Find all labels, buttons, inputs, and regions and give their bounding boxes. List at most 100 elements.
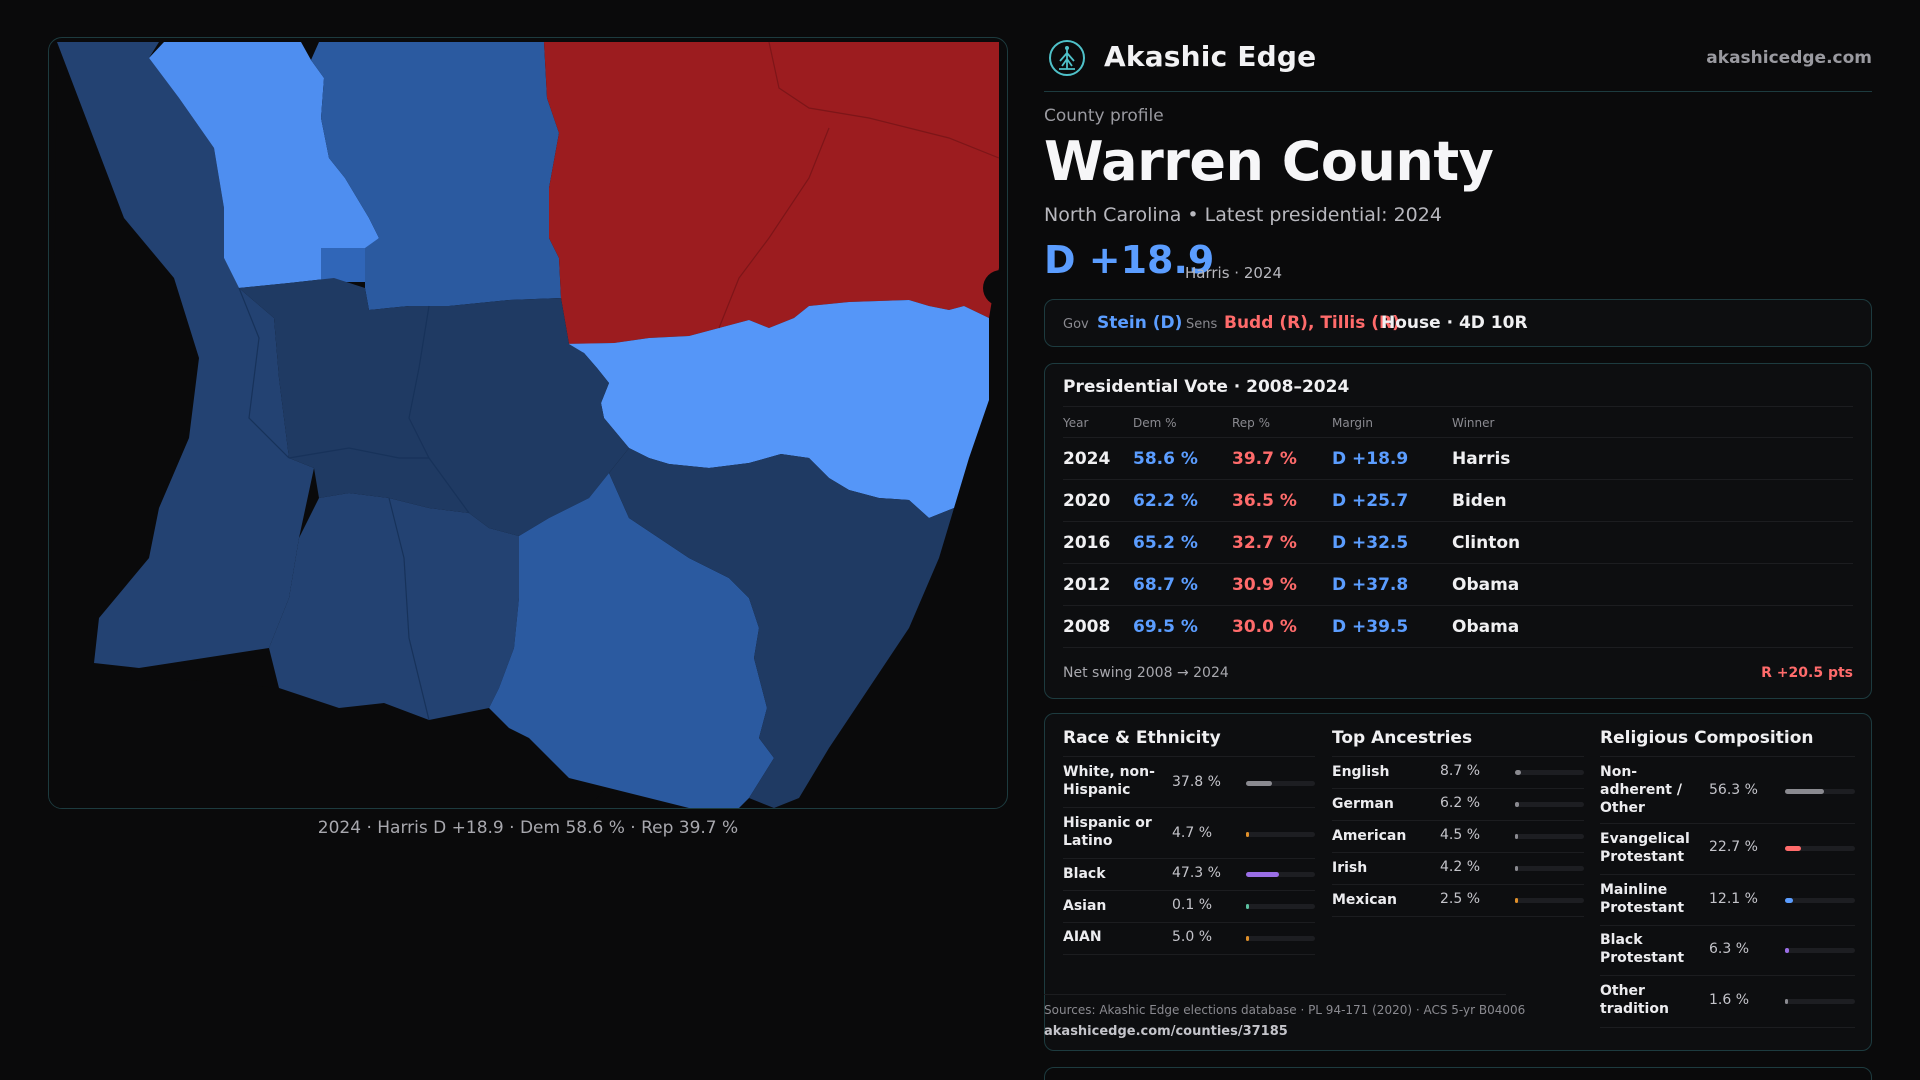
religion-pct: 1.6 % bbox=[1709, 992, 1750, 1008]
precinct-south-east[interactable] bbox=[609, 448, 954, 808]
precinct-boundaries bbox=[238, 287, 470, 721]
race-name: Black bbox=[1063, 866, 1106, 882]
col-rep: Rep % bbox=[1232, 416, 1271, 430]
religion-bar-fill bbox=[1785, 846, 1801, 851]
col-margin: Margin bbox=[1332, 416, 1373, 430]
religion-row: Other tradition 1.6 % bbox=[1600, 976, 1855, 1028]
vote-cell-winner: Obama bbox=[1452, 617, 1520, 637]
race-bar bbox=[1246, 904, 1315, 909]
vote-cell-rep: 30.0 % bbox=[1232, 617, 1297, 637]
presidential-vote-card: Presidential Vote · 2008–2024 Year Dem %… bbox=[1044, 363, 1872, 699]
ancestry-pct: 4.5 % bbox=[1440, 827, 1481, 843]
religion-bar-fill bbox=[1785, 898, 1794, 903]
race-name: Hispanic or Latino bbox=[1063, 815, 1152, 849]
gov-value: Stein (D) bbox=[1097, 313, 1183, 333]
ancestry-row: Mexican 2.5 % bbox=[1332, 885, 1584, 917]
ancestry-bar bbox=[1515, 834, 1584, 839]
ancestry-bar-fill bbox=[1515, 770, 1521, 775]
vote-cell-margin: D +39.5 bbox=[1332, 617, 1409, 637]
col-winner: Winner bbox=[1452, 416, 1495, 430]
rep-boundaries bbox=[718, 41, 1000, 329]
precinct-south[interactable] bbox=[489, 473, 774, 808]
vote-cell-dem: 69.5 % bbox=[1133, 617, 1198, 637]
vote-row: 2008 69.5 % 30.0 % D +39.5 Obama bbox=[1063, 606, 1853, 648]
source-url-link[interactable]: akashicedge.com/counties/37185 bbox=[1044, 1024, 1288, 1039]
col-dem: Dem % bbox=[1133, 416, 1177, 430]
ancestry-name: Irish bbox=[1332, 860, 1368, 876]
precinct-far-west[interactable] bbox=[57, 42, 314, 668]
vote-cell-winner: Clinton bbox=[1452, 533, 1521, 553]
ancestry-pct: 2.5 % bbox=[1440, 891, 1481, 907]
brand-url-link[interactable]: akashicedge.com bbox=[1706, 48, 1872, 68]
precinct-map-svg bbox=[49, 41, 1007, 808]
sources-note: Sources: Akashic Edge elections database… bbox=[1044, 1003, 1526, 1017]
divider bbox=[1063, 756, 1315, 757]
precinct-east-light[interactable] bbox=[561, 300, 989, 518]
divider bbox=[1600, 756, 1855, 757]
religion-row: Evangelical Protestant 22.7 % bbox=[1600, 824, 1855, 875]
religion-bar-fill bbox=[1785, 789, 1825, 794]
divider bbox=[1332, 756, 1584, 757]
ancestry-bar bbox=[1515, 770, 1584, 775]
ancestry-pct: 8.7 % bbox=[1440, 763, 1481, 779]
vote-cell-dem: 68.7 % bbox=[1133, 575, 1198, 595]
map-notch bbox=[983, 270, 1007, 306]
ancestry-row: Irish 4.2 % bbox=[1332, 853, 1584, 885]
page-eyebrow: County profile bbox=[1044, 106, 1164, 126]
map-caption: 2024 · Harris D +18.9 · Dem 58.6 % · Rep… bbox=[317, 818, 739, 838]
ancestry-bar bbox=[1515, 898, 1584, 903]
vote-cell-year: 2016 bbox=[1063, 533, 1111, 553]
race-pct: 37.8 % bbox=[1172, 774, 1221, 790]
religion-pct: 56.3 % bbox=[1709, 782, 1758, 798]
swing-label: Net swing 2008 → 2024 bbox=[1063, 665, 1229, 681]
vote-cell-winner: Biden bbox=[1452, 491, 1507, 511]
religion-row: Mainline Protestant 12.1 % bbox=[1600, 875, 1855, 926]
precinct-small-square[interactable] bbox=[321, 248, 365, 282]
religion-row: Black Protestant 6.3 % bbox=[1600, 926, 1855, 976]
ancestry-name: American bbox=[1332, 828, 1407, 844]
officials-card: Gov Stein (D) Sens Budd (R), Tillis (R) … bbox=[1044, 299, 1872, 347]
vote-cell-margin: D +32.5 bbox=[1332, 533, 1409, 553]
ancestry-bar bbox=[1515, 866, 1584, 871]
ancestry-title: Top Ancestries bbox=[1332, 728, 1473, 748]
precinct-south-central[interactable] bbox=[269, 493, 519, 720]
vote-cell-year: 2008 bbox=[1063, 617, 1111, 637]
votes-table-header: Year Dem % Rep % Margin Winner bbox=[1063, 406, 1853, 438]
vote-cell-dem: 65.2 % bbox=[1133, 533, 1198, 553]
religion-bar bbox=[1785, 846, 1855, 851]
precinct-north-light[interactable] bbox=[149, 42, 379, 288]
gov-label: Gov bbox=[1063, 317, 1089, 332]
religion-row: Non-adherent / Other 56.3 % bbox=[1600, 757, 1855, 824]
religion-bar bbox=[1785, 898, 1855, 903]
ancestry-name: Mexican bbox=[1332, 892, 1397, 908]
headline-margin-note: Harris · 2024 bbox=[1185, 264, 1283, 282]
vote-cell-year: 2020 bbox=[1063, 491, 1111, 511]
tree-of-life-icon[interactable] bbox=[1048, 39, 1086, 77]
vote-cell-year: 2024 bbox=[1063, 449, 1111, 469]
demographics-card: Race & Ethnicity White, non-Hispanic 37.8… bbox=[1044, 713, 1872, 1051]
brand-name[interactable]: Akashic Edge bbox=[1104, 40, 1317, 73]
vote-cell-dem: 58.6 % bbox=[1133, 449, 1198, 469]
ancestry-row: American 4.5 % bbox=[1332, 821, 1584, 853]
vote-cell-dem: 62.2 % bbox=[1133, 491, 1198, 511]
ancestry-name: German bbox=[1332, 796, 1394, 812]
vote-cell-winner: Obama bbox=[1452, 575, 1520, 595]
vote-cell-winner: Harris bbox=[1452, 449, 1511, 469]
precinct-north-east-rep[interactable] bbox=[544, 42, 999, 344]
precinct-north-mid[interactable] bbox=[311, 42, 561, 310]
vote-cell-margin: D +37.8 bbox=[1332, 575, 1409, 595]
vote-cell-year: 2012 bbox=[1063, 575, 1111, 595]
race-bar-fill bbox=[1246, 781, 1273, 786]
county-map[interactable] bbox=[48, 37, 1008, 809]
ancestry-pct: 4.2 % bbox=[1440, 859, 1481, 875]
vote-row: 2016 65.2 % 32.7 % D +32.5 Clinton bbox=[1063, 522, 1853, 564]
precinct-center[interactable] bbox=[239, 278, 629, 536]
religion-pct: 6.3 % bbox=[1709, 941, 1750, 957]
house-value: House · 4D 10R bbox=[1381, 313, 1528, 333]
race-pct: 0.1 % bbox=[1172, 897, 1213, 913]
ancestry-bar-fill bbox=[1515, 866, 1518, 871]
race-bar-fill bbox=[1246, 832, 1250, 837]
race-pct: 4.7 % bbox=[1172, 825, 1213, 841]
religion-bar-fill bbox=[1785, 999, 1788, 1004]
vote-cell-rep: 36.5 % bbox=[1232, 491, 1297, 511]
